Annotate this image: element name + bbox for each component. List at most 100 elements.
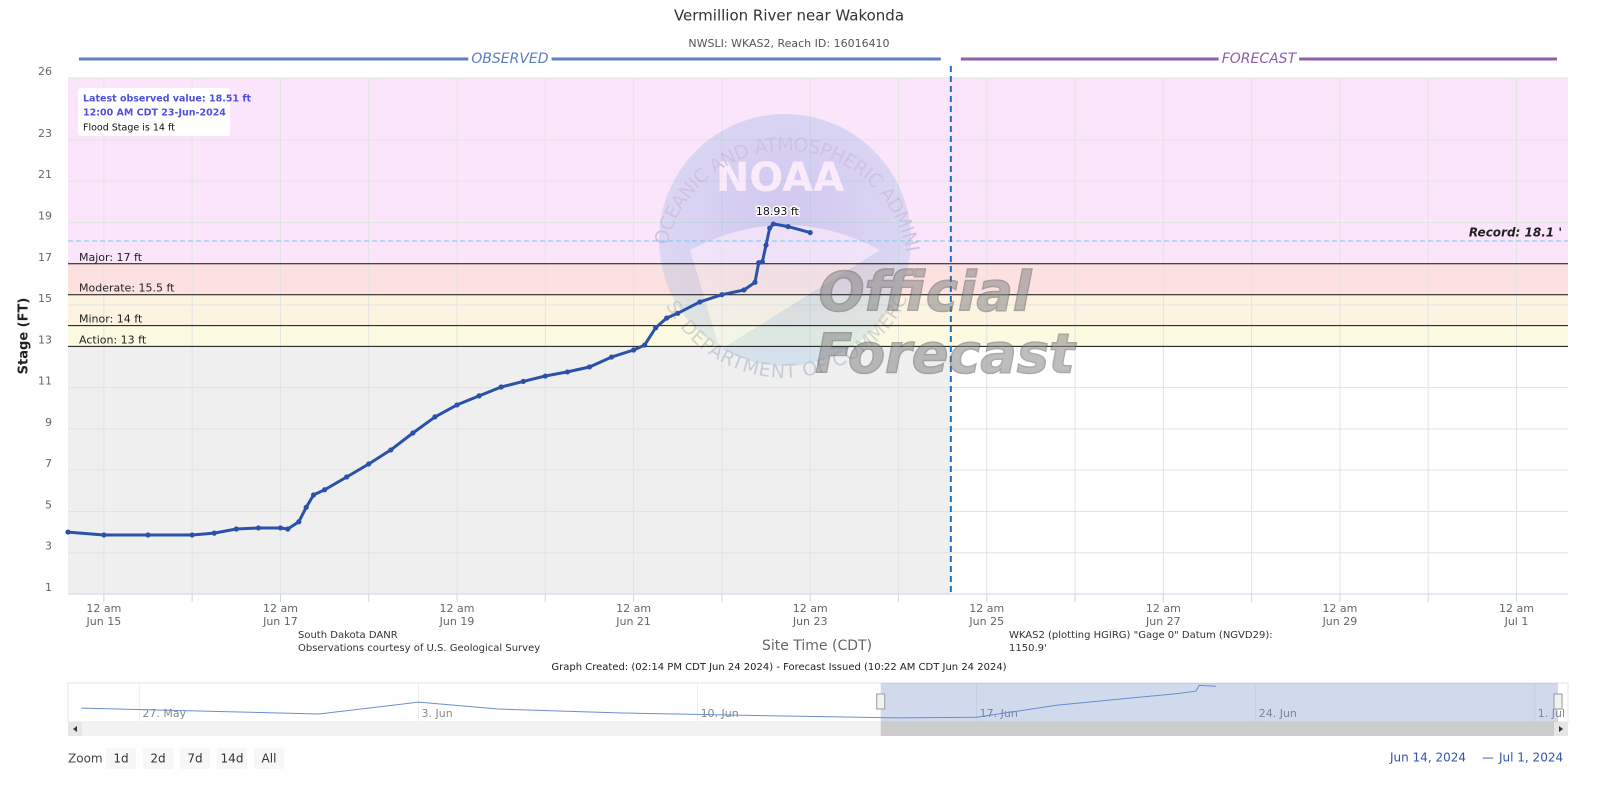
data-point [498,384,504,390]
data-point [410,430,416,436]
info-flood: Flood Stage is 14 ft [83,123,175,134]
y-tick-label: 17 [38,251,52,264]
data-point [520,378,526,385]
series-line [67,222,811,537]
data-point [752,279,758,285]
data-point [454,402,460,408]
noaa-logo [659,114,911,366]
data-point [770,221,776,227]
x-tick-label: 12 am [1499,602,1534,615]
data-point [675,310,681,316]
data-point [277,525,284,531]
y-tick-label: 5 [45,498,52,511]
zoom-button[interactable]: 14d [217,748,247,769]
data-point [432,414,438,420]
data-label: 18.93 ft [756,205,800,218]
info-time: 12:00 AM CDT 23-Jun-2024 [83,108,226,119]
zoom-button-bg[interactable] [106,748,136,769]
zoom-label: Zoom [68,752,103,766]
data-point [697,299,703,305]
zoom-button[interactable]: 2d [143,748,173,769]
zoom-button[interactable]: 7d [180,748,210,769]
navigator-handle[interactable] [876,693,886,710]
x-tick-label: Jun 21 [615,615,651,628]
y-tick-label: 1 [45,581,52,594]
navigator-tick-label: 27. May [142,707,186,720]
y-tick-label: 3 [45,540,52,553]
x-tick-label: Jun 27 [1145,615,1181,628]
stamp-text: Official [819,261,1033,324]
data-point [664,315,670,321]
data-point [759,259,765,265]
record-label: Record: 18.1 ' [1469,226,1562,240]
y-tick-label: 13 [38,333,52,346]
x-tick-label: Jun 25 [968,615,1004,628]
navigator-tick-label: 3. Jun [421,707,452,720]
data-point [233,526,239,532]
zoom-button[interactable]: All [254,748,284,769]
zoom-button-bg[interactable] [180,748,210,769]
zoom-button-label[interactable]: 14d [221,752,244,766]
forecast-header: FORECAST [1222,51,1298,67]
range-from[interactable]: Jun 14, 2024 [1389,751,1466,765]
zoom-button-bg[interactable] [254,748,284,769]
data-point [807,229,813,236]
data-point [211,530,217,536]
range-to[interactable]: Jul 1, 2024 [1498,751,1563,765]
y-tick-label: 21 [38,168,52,181]
data-point [344,474,350,480]
y-tick-label: 26 [38,65,52,78]
x-tick-label: Jun 17 [262,615,298,628]
zoom-button-bg[interactable] [217,748,247,769]
data-point [763,242,769,248]
navigator-tick-label: 10. Jun [701,707,739,720]
noaa-text: NOAA [716,155,844,201]
zoom-button[interactable]: 1d [106,748,136,769]
scrollbar-thumb[interactable] [880,722,1559,736]
scrollbar-arrow-icon [73,726,77,732]
zoom-button-label[interactable]: 2d [150,752,165,766]
navigator-selection[interactable] [880,683,1559,722]
scrollbar-arrow-icon [1559,726,1563,732]
source: South Dakota DANR [298,630,398,641]
data-point [631,347,637,353]
x-tick-label: 12 am [793,602,828,615]
y-tick-label: 19 [38,209,52,222]
observed-header: OBSERVED [471,51,549,67]
chart-subtitle: NWSLI: WKAS2, Reach ID: 16016410 [688,37,889,50]
x-tick-label: Jul 1 [1504,615,1529,628]
navigator-line [81,684,1216,719]
zoom-button-bg[interactable] [143,748,173,769]
data-point [542,373,548,379]
data-point [310,492,317,498]
data-point [189,532,195,538]
datum: 1150.9' [1009,643,1047,654]
threshold-label: Action: 13 ft [79,333,147,346]
data-point [366,461,372,467]
zoom-button-label[interactable]: 7d [187,752,202,766]
zoom-button-label[interactable]: 1d [113,752,128,766]
data-point [285,526,291,532]
threshold-label: Moderate: 15.5 ft [79,282,175,295]
data-point [608,354,615,360]
data-point [642,342,648,348]
data-point [388,447,394,453]
datum: WKAS2 (plotting HGIRG) "Gage 0" Datum (N… [1009,630,1273,641]
y-tick-label: 23 [38,127,52,140]
navigator-frame [67,682,1569,723]
zoom-button-label[interactable]: All [262,752,277,766]
y-axis-title: Stage (FT) [17,298,32,375]
data-point [586,364,593,370]
x-tick-label: 12 am [969,602,1004,615]
data-point [719,292,725,298]
data-point [321,487,328,493]
navigator-handle[interactable] [1553,693,1563,710]
noaa-bird [690,225,880,350]
data-point [785,224,791,230]
x-tick-label: 12 am [1322,602,1357,615]
data-point [65,529,71,535]
data-point [296,519,302,525]
x-tick-label: Jun 15 [86,615,122,628]
